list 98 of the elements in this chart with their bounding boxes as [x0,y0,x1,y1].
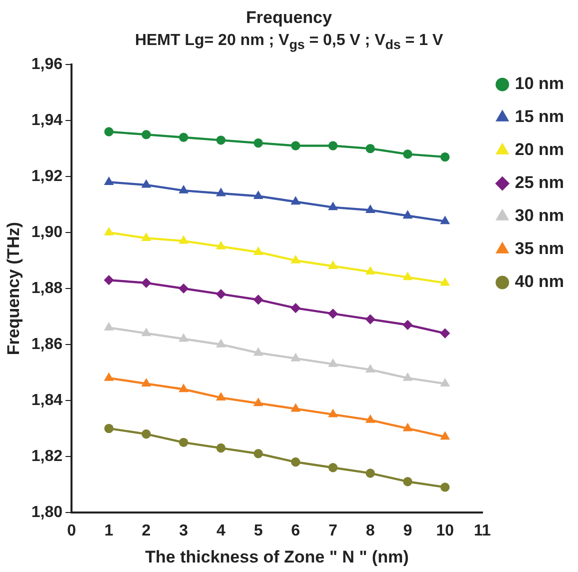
y-axis-title: Frequency (THz) [4,222,23,356]
point [366,468,375,478]
point [254,348,262,356]
x-tick-label: 6 [291,522,300,540]
point [440,328,450,338]
point [142,328,150,336]
point [328,359,338,367]
point [104,127,114,136]
point [104,228,114,236]
legend-label: 35 nm [514,239,564,258]
point [142,379,150,387]
x-tick-label: 7 [328,522,338,540]
y-tick-label: 1,92 [31,168,63,185]
y-tick-label: 1,80 [31,504,63,521]
x-tick-label: 9 [403,522,412,540]
point [404,373,412,381]
x-axis-title: The thickness of Zone " N " (nm) [145,547,409,566]
point [104,323,114,331]
y-tick-label: 1,94 [31,112,63,129]
point [440,216,450,224]
point [104,424,114,434]
x-tick-label: 11 [474,522,491,540]
point [142,180,150,188]
point [403,150,412,159]
point [254,295,263,304]
y-tick-label: 1,82 [31,448,63,465]
point [328,309,338,318]
point [440,152,450,162]
x-tick-label: 10 [436,522,454,540]
point [291,141,300,150]
point [179,186,188,194]
point [328,141,338,150]
point [178,284,188,294]
point [291,303,300,313]
x-tick-label: 5 [254,522,263,540]
legend-label: 25 nm [514,173,564,192]
point [178,132,188,142]
legend-label: 10 nm [514,74,564,94]
point [142,429,151,439]
x-tick-label: 8 [366,522,375,540]
point [104,373,114,381]
y-tick-label: 1,88 [31,280,63,297]
legend-label: 20 nm [514,140,564,160]
point [179,384,188,392]
y-tick-label: 1,86 [31,336,63,353]
x-tick-label: 4 [216,522,226,540]
point [440,379,450,387]
point [254,138,263,148]
chart-subtitle: HEMT Lg= 20 nm ; V$_{gs}$ = 0,5 V ; V$_{ds}$ = 1 V [134,32,444,52]
point [366,144,375,154]
x-tick-label: 3 [179,522,188,540]
point [178,438,188,448]
point [291,197,300,205]
point [142,278,151,288]
point [254,449,263,458]
point [216,289,226,299]
point [216,188,226,196]
legend-label: 40 nm [514,272,564,292]
x-tick-label: 2 [142,522,151,540]
point [328,202,338,210]
point [440,432,450,440]
point [404,211,412,219]
point [179,334,188,342]
point [216,340,226,348]
point [328,463,338,472]
point [366,267,374,275]
point [254,192,262,199]
y-tick-label: 1,84 [31,392,63,409]
point [291,404,300,412]
x-tick-label: 1 [104,522,114,540]
chart-title: Frequency [245,8,333,28]
point [403,477,412,486]
legend-label: 15 nm [514,107,564,126]
point [216,393,226,400]
point [216,136,226,145]
point [403,320,412,330]
point [216,242,226,250]
point [179,236,188,244]
point [291,256,300,264]
point [104,276,114,285]
point [366,415,374,423]
x-tick-label: 0 [67,522,76,540]
point [328,410,338,418]
legend-label: 30 nm [514,206,564,226]
point [440,482,450,492]
point [216,443,226,453]
y-tick-label: 1,90 [31,224,63,241]
point [440,278,450,286]
point [404,272,412,280]
point [366,314,375,324]
point [104,178,114,185]
point [291,354,300,362]
point [291,457,300,467]
point [142,130,151,140]
point [254,398,262,406]
y-tick-label: 1,96 [31,56,63,74]
point [366,365,374,373]
point [404,424,412,432]
